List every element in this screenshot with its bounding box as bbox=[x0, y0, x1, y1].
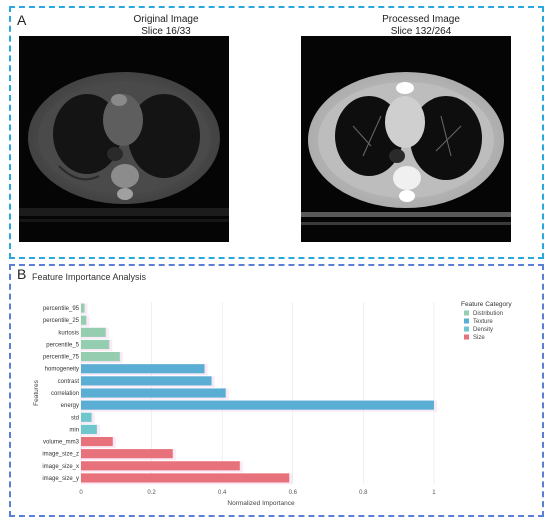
y-tick-label: percentile_75 bbox=[43, 355, 80, 361]
y-tick-label: volume_mm3 bbox=[43, 440, 80, 446]
x-tick-label: 1 bbox=[432, 490, 436, 496]
original-title: Original Image bbox=[133, 14, 199, 25]
legend-entry-texture: Texture bbox=[473, 319, 493, 325]
bar-contrast bbox=[81, 376, 212, 386]
x-axis-label: Normalized Importance bbox=[227, 500, 295, 507]
legend-swatch-density bbox=[464, 326, 469, 332]
y-axis-label: Features bbox=[33, 379, 40, 405]
y-tick-label: kurtosis bbox=[58, 330, 79, 336]
legend-swatch-size bbox=[464, 334, 469, 340]
legend-entry-distribution: Distribution bbox=[473, 311, 503, 317]
panel-a: A Original Image Slice 16/33 Processed I… bbox=[9, 6, 544, 259]
panel-b: B Feature Importance Analysis 0 0.2 0.4 0.6… bbox=[9, 264, 544, 517]
x-tick-label: 0.4 bbox=[218, 490, 227, 496]
processed-ct-image bbox=[301, 36, 511, 242]
legend-swatch-distribution bbox=[464, 310, 469, 316]
bar-image_size_z bbox=[81, 449, 173, 459]
y-tick-label: energy bbox=[61, 403, 79, 409]
bar-percentile_25 bbox=[81, 315, 87, 325]
bar-min bbox=[81, 424, 97, 434]
y-tick-label: std bbox=[71, 415, 79, 421]
processed-image-title: Processed Image Slice 132/264 bbox=[321, 14, 521, 38]
legend-swatch-texture bbox=[464, 318, 469, 324]
panel-a-letter: A bbox=[17, 12, 27, 28]
processed-title: Processed Image bbox=[382, 14, 460, 25]
bar-percentile_75 bbox=[81, 352, 120, 362]
y-tick-label: image_size_y bbox=[42, 476, 79, 482]
bar-energy bbox=[81, 400, 434, 410]
legend-title: Feature Category bbox=[461, 301, 512, 308]
y-tick-label: image_size_x bbox=[42, 464, 79, 470]
original-ct-image bbox=[19, 36, 229, 242]
bar-volume_mm3 bbox=[81, 436, 113, 447]
bar-correlation bbox=[81, 388, 226, 398]
chart-title: Feature Importance Analysis bbox=[32, 272, 147, 282]
bar-homogeneity bbox=[81, 364, 205, 374]
bar-percentile_95 bbox=[81, 303, 85, 313]
processed-subtitle: Slice 132/264 bbox=[390, 26, 452, 37]
y-tick-label: image_size_z bbox=[42, 452, 79, 458]
bar-percentile_5 bbox=[81, 339, 110, 350]
x-tick-label: 0 bbox=[79, 490, 83, 496]
bar-std bbox=[81, 412, 92, 422]
original-subtitle: Slice 16/33 bbox=[141, 26, 191, 37]
legend-entry-size: Size bbox=[473, 335, 485, 341]
y-tick-label: percentile_5 bbox=[46, 342, 79, 348]
y-tick-label: percentile_25 bbox=[43, 318, 80, 324]
bar-image_size_x bbox=[81, 461, 240, 471]
feature-importance-chart: 0 0.2 0.4 0.6 0.8 1 percentile_95 percentile_25… bbox=[33, 301, 512, 507]
y-tick-label: min bbox=[69, 427, 79, 433]
panel-b-letter: B bbox=[17, 266, 27, 282]
y-tick-label: percentile_95 bbox=[43, 306, 80, 312]
legend-entry-density: Density bbox=[473, 327, 493, 333]
y-tick-label: correlation bbox=[51, 391, 79, 397]
x-tick-label: 0.6 bbox=[289, 490, 298, 496]
y-tick-label: contrast bbox=[58, 379, 80, 385]
original-image-title: Original Image Slice 16/33 bbox=[66, 14, 266, 38]
bar-image_size_y bbox=[81, 473, 290, 483]
bar-kurtosis bbox=[81, 327, 106, 337]
x-tick-label: 0.2 bbox=[147, 490, 156, 496]
y-tick-label: homogeneity bbox=[45, 367, 79, 373]
x-tick-label: 0.8 bbox=[359, 490, 368, 496]
